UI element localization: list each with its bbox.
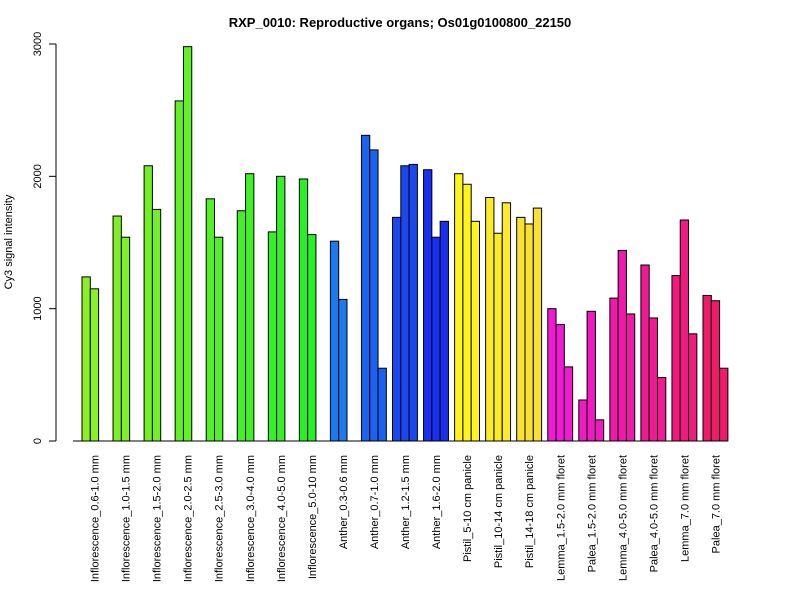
x-category-label: Lemma_1.5-2.0 mm floret [555, 455, 567, 581]
x-category-label: Inflorescence_5.0-10 mm [307, 455, 319, 579]
bar [462, 183, 472, 442]
bar [609, 297, 619, 442]
bar [524, 223, 534, 442]
bar [454, 173, 464, 442]
bar [516, 216, 526, 442]
bar [236, 210, 247, 442]
x-category-label: Lemma_7.0 mm floret [679, 455, 691, 562]
bar [245, 173, 255, 442]
x-category-label: Inflorescence_0.6-1.0 mm [90, 455, 102, 582]
x-category-label: Pistil_14-18 cm panicle [524, 455, 536, 568]
bar [688, 333, 698, 442]
bar [377, 367, 387, 442]
bar [307, 234, 317, 442]
x-category-label: Anther_0.3-0.6 mm [338, 455, 350, 549]
chart-title: RXP_0010: Reproductive organs; Os01g0100… [229, 15, 572, 30]
bar [470, 220, 481, 442]
bar [120, 236, 131, 442]
y-tick-label: 3000 [32, 32, 44, 56]
bar [205, 198, 215, 442]
bar [400, 165, 410, 442]
x-category-label: Palea_1.5-2.0 mm floret [586, 455, 598, 572]
bar [702, 294, 712, 442]
x-category-label: Inflorescence_3.0-4.0 mm [245, 455, 257, 582]
bar [214, 236, 224, 442]
y-tick-label: 2000 [32, 164, 44, 188]
x-axis-category-labels: Inflorescence_0.6-1.0 mm Inflorescence_1.… [90, 455, 723, 582]
bar-series [81, 46, 729, 442]
bar [625, 313, 636, 442]
bar [408, 163, 418, 442]
bar [360, 134, 371, 442]
bar [392, 216, 402, 442]
x-category-label: Inflorescence_2.0-2.5 mm [183, 455, 195, 582]
x-category-label: Pistil_10-14 cm panicle [493, 455, 505, 568]
bar [431, 236, 441, 442]
bar [439, 220, 449, 442]
bar [586, 310, 596, 442]
x-category-label: Inflorescence_1.0-1.5 mm [121, 455, 133, 582]
x-category-label: Lemma_4.0-5.0 mm floret [617, 455, 629, 581]
bar [81, 276, 91, 442]
bar [369, 149, 379, 442]
bar [594, 419, 605, 442]
bar [501, 202, 512, 442]
bar [276, 175, 286, 442]
bar [329, 240, 340, 442]
bar [555, 324, 565, 442]
x-category-label: Inflorescence_1.5-2.0 mm [152, 455, 164, 582]
x-category-label: Anther_1.6-2.0 mm [431, 455, 443, 549]
bar [648, 317, 659, 442]
x-category-label: Palea_4.0-5.0 mm floret [648, 455, 660, 572]
bar [679, 219, 690, 442]
x-category-label: Pistil_5-10 cm panicle [462, 455, 474, 562]
bar [267, 231, 278, 442]
y-tick-label: 0 [32, 438, 44, 444]
y-axis: 0 1000 2000 3000 [32, 32, 57, 444]
bar [578, 399, 588, 442]
y-tick-label: 1000 [32, 296, 44, 320]
bar [151, 208, 162, 442]
bar [89, 288, 100, 442]
bar [710, 300, 721, 442]
x-category-label: Inflorescence_2.5-3.0 mm [214, 455, 226, 582]
bar [657, 376, 667, 442]
x-category-label: Palea_7.0 mm floret [711, 455, 723, 553]
bar [485, 197, 495, 442]
bar [547, 308, 557, 442]
bar [671, 275, 681, 442]
x-category-label: Anther_0.7-1.0 mm [369, 455, 381, 549]
bar [182, 46, 193, 442]
y-axis-label: Cy3 signal intensity [3, 194, 15, 289]
bar [617, 249, 627, 442]
bar [532, 207, 543, 442]
bar [563, 366, 574, 442]
x-category-label: Inflorescence_4.0-5.0 mm [276, 455, 288, 582]
bar [338, 298, 348, 442]
bar [493, 232, 503, 442]
bar [143, 165, 153, 442]
x-category-label: Anther_1.2-1.5 mm [400, 455, 412, 549]
bar [640, 264, 650, 442]
bar [112, 215, 122, 442]
bar [423, 169, 433, 442]
bar [298, 178, 309, 442]
bar [719, 367, 729, 442]
bar [174, 100, 184, 442]
